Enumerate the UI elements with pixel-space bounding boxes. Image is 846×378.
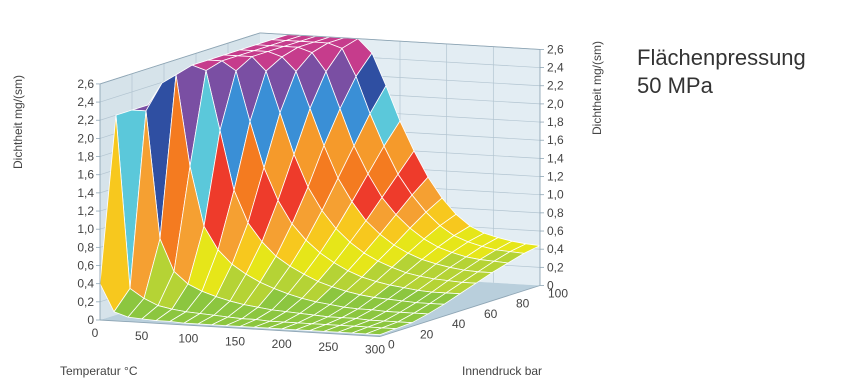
- surface-mesh: [99, 34, 541, 336]
- x-tick: 250: [318, 340, 338, 354]
- z-tick-right: 0,2: [547, 260, 564, 274]
- z-tick-left: 2,0: [77, 131, 94, 145]
- z-tick-left: 0,4: [77, 277, 94, 291]
- x-tick: 100: [178, 332, 198, 346]
- y-tick: 40: [452, 317, 466, 331]
- x-axis-title: Temperatur °C: [60, 364, 138, 378]
- z-tick-left: 2,2: [77, 113, 94, 127]
- z-tick-left: 2,6: [77, 77, 94, 91]
- z-tick-right: 2,6: [547, 42, 564, 56]
- x-tick: 50: [135, 329, 149, 343]
- box-edge: [259, 32, 541, 50]
- z-tick-right: 0,8: [547, 206, 564, 220]
- z-tick-left: 1,4: [77, 186, 94, 200]
- z-tick-left: 0: [87, 313, 94, 327]
- box-edge: [379, 285, 541, 337]
- annotation-line-1: Flächenpressung: [637, 45, 806, 70]
- y-tick: 80: [516, 297, 530, 311]
- z-tick-left: 1,2: [77, 204, 94, 218]
- z-tick-left: 1,6: [77, 168, 94, 182]
- z-tick-right: 1,6: [547, 133, 564, 147]
- z-tick-right: 1,8: [547, 115, 564, 129]
- x-tick: 200: [272, 337, 292, 351]
- tick-labels: 0 0,2 0,4 0,6 0,8 1,0 1,2 1,4 1,6 1,8 2,0 2,2 2,4 2,6…: [77, 42, 568, 356]
- z-tick-right: 0: [547, 279, 554, 293]
- x-tick: 150: [225, 334, 245, 348]
- z-tick-left: 0,8: [77, 240, 94, 254]
- annotation-line-2: 50 MPa: [637, 73, 713, 98]
- z-axis-title-left: Dichtheit mg/(sm): [11, 75, 25, 169]
- z-tick-left: 0,6: [77, 259, 94, 273]
- z-tick-right: 2,0: [547, 97, 564, 111]
- z-tick-left: 1,8: [77, 150, 94, 164]
- y-axis-title: Innendruck bar: [462, 364, 542, 378]
- z-tick-right: 2,2: [547, 79, 564, 93]
- y-tick: 100: [548, 287, 568, 301]
- box-frame: [99, 32, 541, 337]
- z-tick-right: 2,4: [547, 61, 564, 75]
- z-tick-right: 1,0: [547, 188, 564, 202]
- z-tick-right: 0,4: [547, 242, 564, 256]
- z-tick-right: 1,2: [547, 170, 564, 184]
- z-axis-title-right: Dichtheit mg/(sm): [590, 41, 604, 135]
- axis-titles: Temperatur °C Innendruck bar Dichtheit m…: [11, 41, 604, 378]
- z-tick-right: 1,4: [547, 151, 564, 165]
- y-tick: 60: [484, 307, 498, 321]
- z-tick-left: 0,2: [77, 295, 94, 309]
- z-tick-right: 0,6: [547, 224, 564, 238]
- surface-cell: [365, 327, 397, 336]
- box-edge: [99, 319, 381, 337]
- box-edge: [99, 32, 261, 85]
- x-tick: 0: [92, 326, 99, 340]
- chart-annotation: Flächenpressung 50 MPa: [637, 44, 806, 100]
- z-tick-left: 1,0: [77, 222, 94, 236]
- y-tick: 0: [388, 338, 395, 352]
- x-tick: 300: [365, 343, 385, 357]
- y-tick: 20: [420, 327, 434, 341]
- z-tick-left: 2,4: [77, 95, 94, 109]
